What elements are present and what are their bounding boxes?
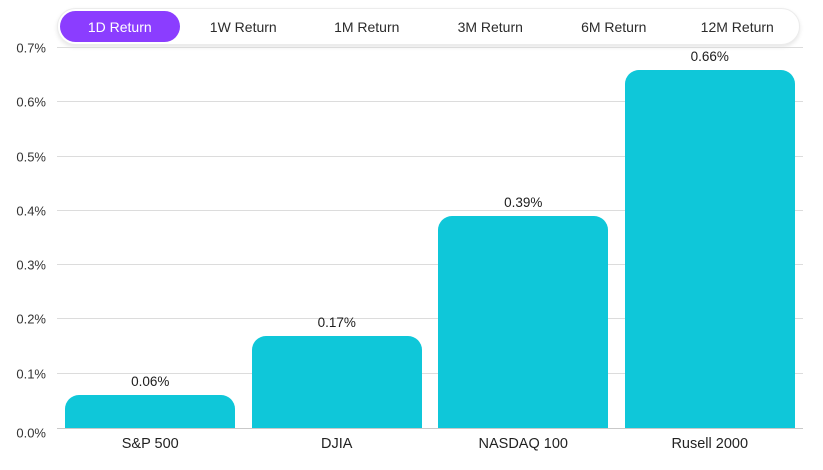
bar-slot: 0.66% [617,48,804,428]
gridline [57,318,803,320]
x-tick-label: S&P 500 [121,436,179,452]
bar-s-p-500[interactable]: 0.06% [65,374,236,428]
x-tick-label: NASDAQ 100 [478,436,568,452]
y-tick-label: 0.7% [16,40,46,56]
bar-value-label: 0.66% [690,48,729,64]
gridline [57,264,803,266]
tab-3m-return[interactable]: 3M Return [457,18,523,35]
bar-djia[interactable]: 0.17% [251,315,422,428]
gridline [57,209,803,211]
y-tick-label: 0.2% [16,311,46,327]
y-tick-label: 0.0% [16,425,46,441]
x-axis: S&P 500 DJIA NASDAQ 100 Rusell 2000 [57,429,803,457]
y-tick-label: 0.5% [16,149,46,165]
x-axis-line [57,428,803,429]
returns-bar-chart: 0.0% 0.1% 0.2% 0.3% 0.4% 0.5% 0.6% 0.7% 0.06% 0.… [0,41,823,460]
bar-nasdaq-100[interactable]: 0.39% [438,195,609,428]
bar-value-label: 0.39% [504,195,543,211]
tab-12m-return[interactable]: 12M Return [700,18,774,35]
bar-rusell-2000[interactable]: 0.66% [624,49,795,428]
tab-6m-return[interactable]: 6M Return [581,18,647,35]
return-period-tabbar: 1D Return 1W Return 1M Return 3M Return 6M R… [57,8,800,45]
y-tick-label: 0.6% [16,94,46,110]
tab-1w-return[interactable]: 1W Return [209,18,277,35]
x-tick-label: Rusell 2000 [671,436,749,452]
y-axis: 0.0% 0.1% 0.2% 0.3% 0.4% 0.5% 0.6% 0.7% [0,41,50,441]
bar-slot: 0.39% [430,48,617,428]
bar-slot: 0.17% [244,48,431,428]
tab-1d-return[interactable]: 1D Return [60,11,180,42]
bar-value-label: 0.06% [131,374,170,390]
tab-1m-return[interactable]: 1M Return [334,18,400,35]
x-tick-label: DJIA [321,436,353,452]
gridline [57,155,803,157]
gridline [57,372,803,374]
bars-layer: 0.06% 0.17% 0.39% 0.66% [57,48,803,428]
y-tick-label: 0.1% [16,366,46,382]
gridline [57,101,803,103]
plot-area: 0.06% 0.17% 0.39% 0.66% [57,47,803,429]
bar-value-label: 0.17% [317,314,356,330]
y-tick-label: 0.4% [16,203,46,219]
gridline [57,47,803,48]
y-tick-label: 0.3% [16,257,46,273]
bar-slot: 0.06% [57,48,244,428]
